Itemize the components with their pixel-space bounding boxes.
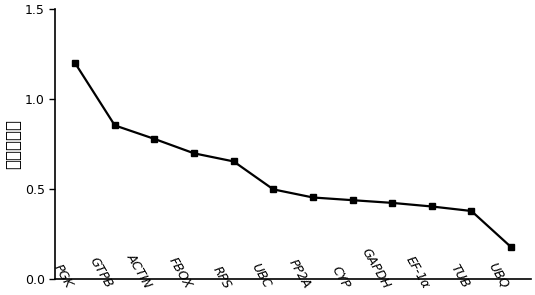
Y-axis label: 平均稳定値: 平均稳定値 <box>4 119 22 169</box>
